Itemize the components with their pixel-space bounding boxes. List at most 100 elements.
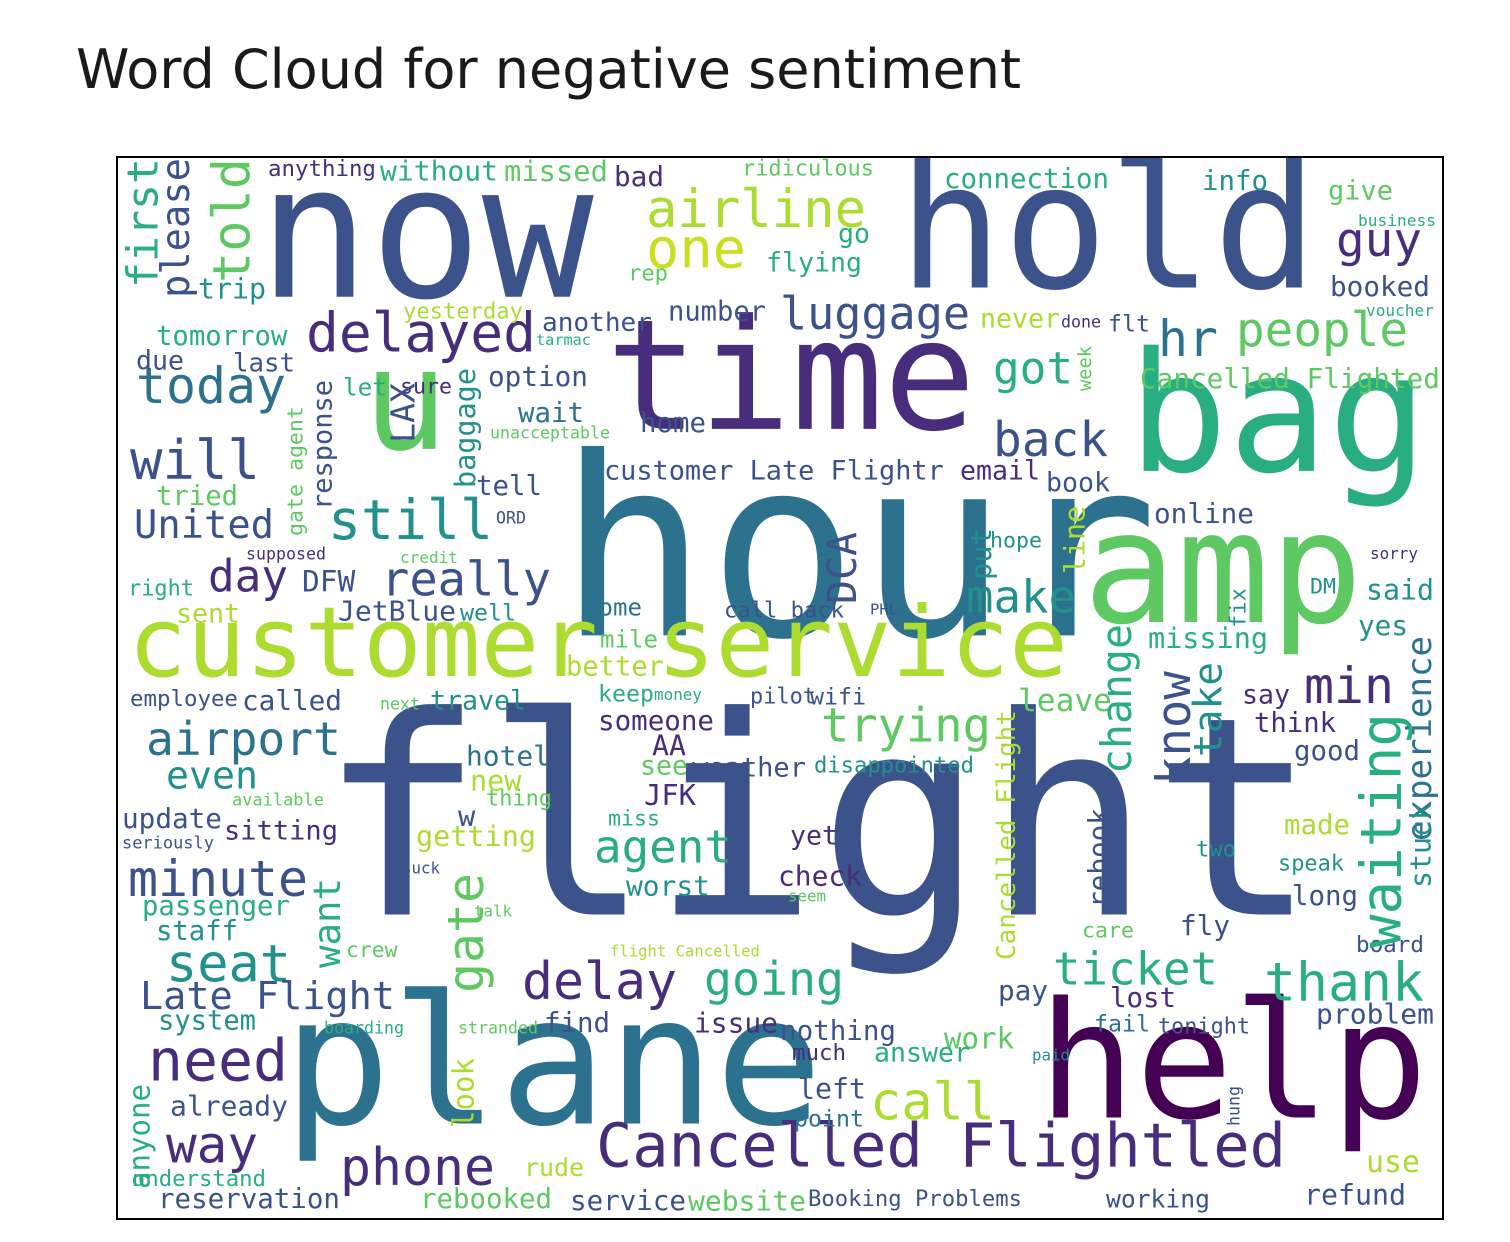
word-point: point: [794, 1106, 864, 1133]
word-lax: LAX: [384, 383, 423, 443]
word-seriously: seriously: [122, 834, 214, 854]
word-look: look: [446, 1058, 480, 1128]
word-say: say: [1242, 679, 1290, 710]
word-refund: refund: [1304, 1179, 1406, 1212]
word-boarding: boarding: [324, 1018, 404, 1037]
word-anything: anything: [268, 158, 376, 182]
word-week: week: [1075, 346, 1096, 391]
word-rebooked: rebooked: [420, 1184, 552, 1215]
word-suck: suck: [402, 859, 440, 878]
word-sure: sure: [400, 374, 452, 399]
word-left: left: [798, 1073, 866, 1106]
word-take: take: [1186, 662, 1232, 757]
word-already: already: [170, 1089, 288, 1122]
word-make: make: [966, 571, 1076, 624]
word-change: change: [1092, 624, 1141, 774]
word-board: board: [1356, 932, 1424, 958]
word-now: now: [258, 158, 594, 341]
word-please: please: [154, 158, 199, 298]
word-two: two: [1196, 837, 1236, 863]
word-going: going: [704, 952, 844, 1006]
word-dfw: DFW: [302, 565, 356, 599]
word-min: min: [1304, 657, 1394, 715]
word-still: still: [328, 488, 493, 552]
word-pilot: pilot: [750, 685, 816, 710]
word-day: day: [208, 551, 288, 602]
word-tonight: tonight: [1158, 1014, 1250, 1039]
word-baggage: baggage: [449, 368, 482, 488]
word-rebook: rebook: [1082, 808, 1115, 908]
word-someone: someone: [598, 705, 714, 737]
word-stranded: stranded: [458, 1018, 538, 1037]
word-delay: delay: [522, 952, 677, 1012]
word-number: number: [668, 297, 766, 328]
word-hour: hour: [558, 404, 1158, 694]
word-reservation: reservation: [158, 1183, 340, 1215]
word-go: go: [838, 218, 870, 249]
word-crew: crew: [346, 938, 398, 963]
word-agent: agent: [594, 820, 732, 874]
word-give: give: [1328, 176, 1393, 207]
word-want: want: [305, 878, 349, 968]
word-nothing: nothing: [780, 1015, 896, 1047]
word-said: said: [1366, 574, 1434, 607]
word-work: work: [944, 1021, 1014, 1055]
word-staff: staff: [156, 916, 238, 947]
word-missing: missing: [1148, 622, 1268, 655]
word-fix: fix: [1226, 588, 1252, 628]
word-flt: flt: [1108, 311, 1150, 338]
word-w: w: [458, 799, 476, 833]
word-voucher: voucher: [1366, 301, 1434, 320]
word-supposed: supposed: [246, 544, 326, 563]
word-called: called: [242, 684, 342, 717]
word-hold: hold: [898, 158, 1318, 330]
chart-title: Word Cloud for negative sentiment: [76, 38, 1022, 101]
word-rep: rep: [628, 261, 668, 287]
word-response: response: [308, 380, 339, 510]
word-use: use: [1366, 1145, 1420, 1180]
word-good: good: [1294, 736, 1360, 767]
word-customer-service: customer service: [128, 586, 1068, 700]
word-line: line: [1059, 506, 1092, 574]
word-gate: gate: [437, 873, 495, 993]
word-disappointed: disappointed: [814, 753, 974, 779]
word-credit: credit: [400, 548, 458, 567]
word-dca: DCA: [820, 532, 866, 604]
word-thing: thing: [486, 787, 552, 812]
word-stuck: stuck: [1405, 803, 1438, 888]
word-dm: DM: [1310, 574, 1336, 599]
word-fly: fly: [1180, 909, 1230, 942]
word-really: really: [381, 553, 551, 608]
word-find: find: [544, 1008, 610, 1039]
word-rude: rude: [524, 1153, 584, 1182]
word-need: need: [148, 1027, 288, 1095]
word-fail: fail: [1094, 1011, 1150, 1038]
word-tarmac: tarmac: [536, 331, 591, 349]
word-amp: amp: [1083, 478, 1363, 659]
word-due: due: [136, 345, 184, 376]
word-website: website: [688, 1184, 806, 1217]
word-miss: miss: [608, 806, 660, 831]
word-understand: understand: [132, 1166, 266, 1192]
word-flight-cancelled: flight Cancelled: [610, 942, 760, 960]
word-better: better: [566, 652, 664, 683]
word-getting: getting: [416, 820, 536, 853]
word-wait: wait: [518, 398, 584, 429]
word-back: back: [993, 413, 1108, 468]
word-way: way: [166, 1117, 258, 1176]
word-u: u: [363, 319, 448, 483]
word-booked: booked: [1330, 270, 1430, 303]
word-much: much: [792, 1040, 846, 1066]
word-united: United: [134, 503, 274, 548]
word-late-flight: Late Flight: [140, 974, 395, 1019]
word-delayed: delayed: [306, 301, 536, 365]
word-put: put: [964, 528, 998, 580]
word-money: money: [654, 685, 702, 704]
word-business: business: [1358, 211, 1436, 230]
word-bag: bag: [1128, 318, 1428, 511]
word-trip: trip: [198, 273, 266, 306]
word-option: option: [488, 360, 588, 393]
word-first: first: [119, 158, 169, 288]
word-keep: keep: [598, 681, 654, 708]
word-pay: pay: [998, 974, 1048, 1007]
